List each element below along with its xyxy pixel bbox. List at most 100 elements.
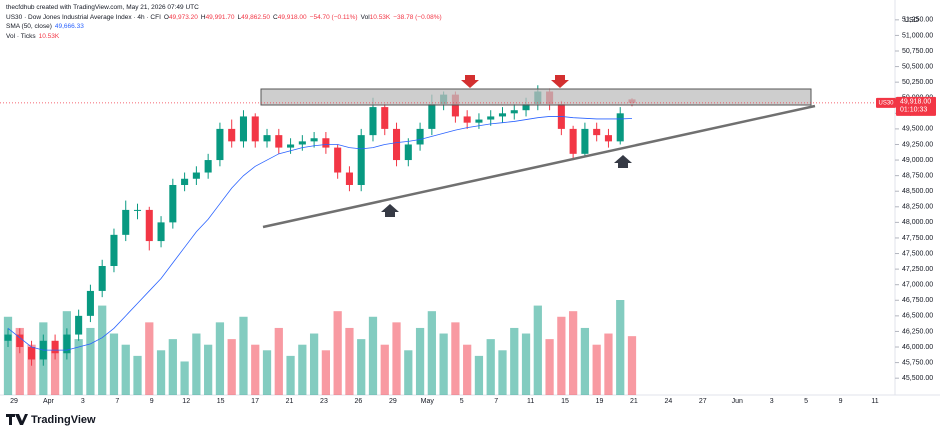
volume-bar <box>251 344 260 395</box>
candle-body <box>404 144 412 161</box>
candle-body <box>334 147 342 173</box>
candle-body <box>169 184 177 223</box>
volume-bar <box>357 339 366 395</box>
candle-body <box>463 116 471 123</box>
x-tick-label: 29 <box>389 398 397 405</box>
volume-bar <box>439 333 448 395</box>
volume-bar <box>133 355 142 395</box>
volume-bar <box>286 355 295 395</box>
candle-body <box>216 128 224 161</box>
volume-pane <box>3 300 637 395</box>
candle-body <box>28 347 36 360</box>
volume-bar <box>168 339 177 395</box>
y-tick-label: 49,500.00 <box>902 126 933 133</box>
ohlc-label: H <box>200 13 206 21</box>
candle-body <box>416 128 424 145</box>
x-tick-label: 21 <box>630 398 638 405</box>
currency: USD <box>904 17 919 24</box>
candle-body <box>310 138 318 142</box>
y-tick-label: 47,500.00 <box>902 250 933 257</box>
volume-bar <box>180 361 189 395</box>
x-tick-label: May <box>421 398 435 405</box>
x-tick-label: 7 <box>115 398 119 405</box>
volume-bar <box>298 344 307 395</box>
y-tick-label: 50,750.00 <box>902 48 933 55</box>
candle-body <box>145 209 153 242</box>
candle-body <box>181 178 189 185</box>
y-tick-label: 48,250.00 <box>902 204 933 211</box>
sma-line <box>7 116 633 351</box>
candle-body <box>86 290 94 316</box>
down-arrow <box>551 75 569 88</box>
volume-bar <box>498 350 507 395</box>
candle-body <box>569 128 577 154</box>
price-tag-text: 49,918.00 <box>900 99 931 106</box>
y-tick-label: 47,000.00 <box>902 282 933 289</box>
volume-bar <box>510 327 519 395</box>
symbol: US30 · Dow Jones Industrial Average Inde… <box>6 13 161 21</box>
volume-bar <box>321 350 331 395</box>
volume-bar <box>521 333 531 395</box>
candle-body <box>581 128 589 154</box>
candle-body <box>475 119 483 123</box>
x-tick-label: 9 <box>150 398 154 405</box>
candle-body <box>204 160 212 173</box>
x-tick-label: 24 <box>664 398 672 405</box>
vol-label: Vol · Ticks <box>6 32 36 40</box>
volume-bar <box>380 344 389 395</box>
x-tick-label: Jun <box>732 398 743 405</box>
resistance-zone <box>260 88 812 106</box>
y-tick-label: 45,750.00 <box>902 359 933 366</box>
y-tick-label: 49,000.00 <box>902 157 933 164</box>
volume-bar <box>427 311 436 395</box>
volume-bar <box>486 339 495 395</box>
candle-body <box>110 234 118 266</box>
y-tick-label: 46,250.00 <box>902 328 933 335</box>
y-tick-label: 51,000.00 <box>902 32 933 39</box>
candle-body <box>122 209 130 235</box>
volume-bar <box>156 350 166 395</box>
volume-bar <box>392 322 401 395</box>
ohlc-label: L <box>237 13 242 21</box>
volume-label: Vol <box>360 13 370 21</box>
y-tick-label: 49,250.00 <box>902 141 933 148</box>
vol-value: 10.53K <box>38 32 60 40</box>
ohlc-row: US30 · Dow Jones Industrial Average Inde… <box>6 13 445 23</box>
countdown: 01:10:33 <box>900 107 927 114</box>
ohlc-value: 49,862.50 <box>241 13 271 21</box>
candle-body <box>498 113 507 117</box>
volume-bar <box>451 322 460 395</box>
down-arrow <box>461 75 479 88</box>
volume-bar <box>463 344 472 395</box>
volume-bar <box>74 339 83 395</box>
volume-bar <box>404 350 413 395</box>
candle-body <box>522 103 530 111</box>
x-tick-label: 15 <box>561 398 569 405</box>
volume-bar <box>192 333 201 395</box>
volume-bar <box>557 316 566 395</box>
x-tick-label: 17 <box>251 398 259 405</box>
candle-body <box>251 116 259 142</box>
sma-label: SMA (50, close) <box>6 23 52 30</box>
volume-bar <box>98 305 107 395</box>
price-tag <box>896 96 936 116</box>
x-tick-label: 7 <box>494 398 498 405</box>
y-tick-label: 51,250.00 <box>902 17 933 24</box>
volume-bar <box>569 311 578 395</box>
candle-body <box>157 222 165 242</box>
candle-body <box>16 334 24 348</box>
volume-bar <box>616 300 625 395</box>
y-tick-label: 46,500.00 <box>902 313 933 320</box>
logo-icon <box>6 414 28 425</box>
logo: TradingView <box>6 414 96 426</box>
volume-bar <box>368 316 378 395</box>
x-tick-label: 9 <box>839 398 843 405</box>
sma-row: SMA (50, close) 49,666.33 <box>6 22 445 32</box>
volume-bar <box>345 327 354 395</box>
candle-body <box>510 110 518 114</box>
volume-bar <box>215 322 225 395</box>
y-tick-label: 48,750.00 <box>902 172 933 179</box>
y-tick-label: 46,000.00 <box>902 344 933 351</box>
up-arrow <box>381 204 399 217</box>
volume-bar <box>50 350 60 395</box>
